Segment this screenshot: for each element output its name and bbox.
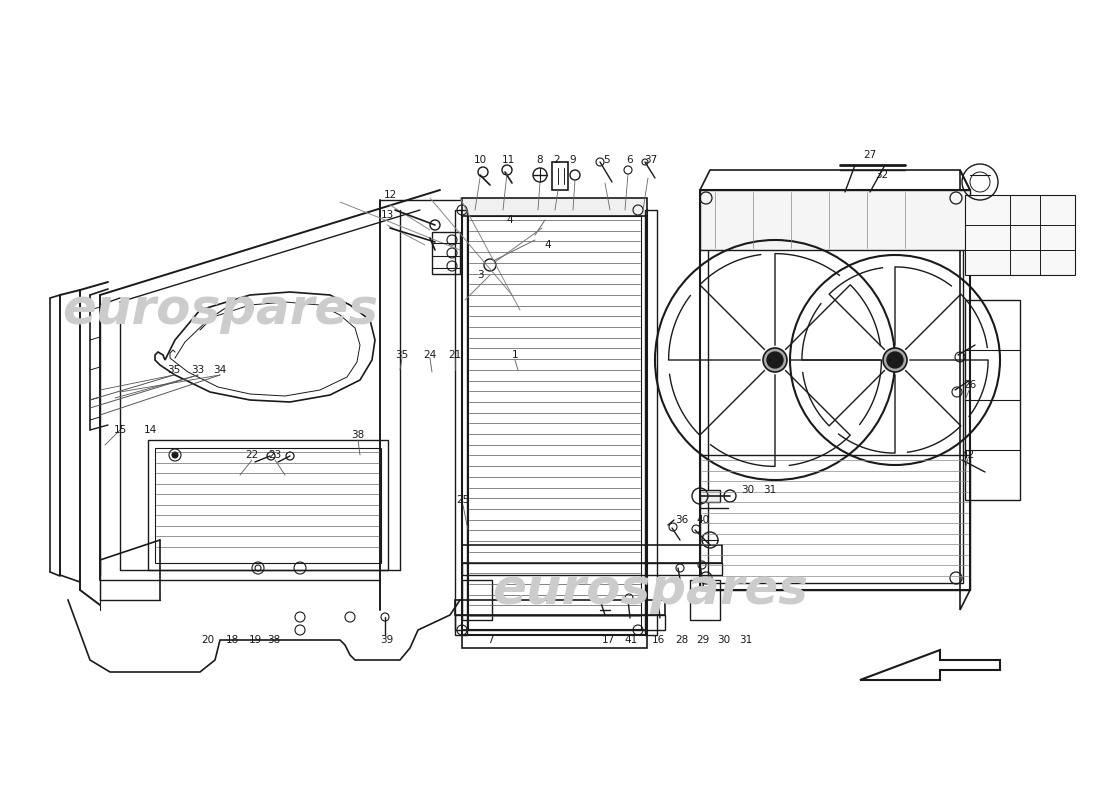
Bar [462, 198, 647, 216]
Text: 4: 4 [544, 240, 551, 250]
Bar [462, 580, 492, 620]
Bar [708, 198, 962, 583]
Bar [462, 630, 647, 648]
Text: 1: 1 [512, 350, 518, 360]
Bar [468, 216, 641, 629]
Text: 30: 30 [717, 635, 730, 645]
Circle shape [887, 352, 903, 368]
Text: 15: 15 [113, 425, 127, 435]
Text: 33: 33 [191, 365, 205, 375]
Text: 31: 31 [763, 485, 777, 495]
Text: 18: 18 [226, 635, 239, 645]
Text: 10: 10 [473, 155, 486, 165]
Text: eurospares: eurospares [492, 566, 808, 614]
Bar [455, 600, 666, 615]
Circle shape [767, 352, 783, 368]
Bar [645, 210, 657, 635]
Text: 42: 42 [961, 450, 975, 460]
Text: 3: 3 [476, 270, 483, 280]
Text: 8: 8 [537, 155, 543, 165]
Text: 39: 39 [381, 635, 394, 645]
Polygon shape [700, 490, 720, 502]
Text: 5: 5 [604, 155, 611, 165]
Text: 22: 22 [245, 450, 258, 460]
Text: 40: 40 [696, 515, 710, 525]
Circle shape [763, 348, 786, 372]
Bar [455, 210, 468, 635]
Text: 41: 41 [625, 635, 638, 645]
Circle shape [172, 452, 178, 458]
Text: 30: 30 [741, 485, 755, 495]
Text: 24: 24 [424, 350, 437, 360]
Text: 14: 14 [143, 425, 156, 435]
Text: 23: 23 [268, 450, 282, 460]
Polygon shape [860, 650, 1000, 680]
Bar [700, 455, 970, 590]
Text: 28: 28 [675, 635, 689, 645]
Text: 4: 4 [507, 215, 514, 225]
Text: 35: 35 [167, 365, 180, 375]
Text: 16: 16 [651, 635, 664, 645]
Bar [965, 300, 1020, 500]
Bar [432, 232, 460, 274]
Text: 9: 9 [570, 155, 576, 165]
Text: eurospares: eurospares [62, 286, 378, 334]
Text: 20: 20 [201, 635, 214, 645]
Bar [455, 615, 666, 630]
Text: 31: 31 [739, 635, 752, 645]
Text: 27: 27 [864, 150, 877, 160]
Bar [700, 190, 970, 590]
Bar [462, 210, 647, 635]
Bar [690, 580, 721, 620]
Bar [700, 190, 970, 250]
Bar [155, 448, 381, 563]
Bar [965, 195, 1075, 275]
Text: 29: 29 [696, 635, 710, 645]
Text: 13: 13 [381, 210, 394, 220]
Text: 32: 32 [876, 170, 889, 180]
Text: 38: 38 [351, 430, 364, 440]
Bar [462, 545, 722, 563]
Text: 11: 11 [502, 155, 515, 165]
Bar [148, 440, 388, 570]
Text: 7: 7 [486, 635, 493, 645]
Text: 26: 26 [964, 380, 977, 390]
Text: 34: 34 [213, 365, 227, 375]
Bar [462, 563, 722, 575]
Text: 38: 38 [267, 635, 280, 645]
Text: 37: 37 [645, 155, 658, 165]
Text: 36: 36 [675, 515, 689, 525]
Text: 17: 17 [602, 635, 615, 645]
Text: 21: 21 [449, 350, 462, 360]
Text: 12: 12 [384, 190, 397, 200]
Circle shape [883, 348, 908, 372]
Text: 2: 2 [553, 155, 560, 165]
Text: 35: 35 [395, 350, 408, 360]
Text: 6: 6 [627, 155, 634, 165]
Text: 25: 25 [456, 495, 470, 505]
Text: 19: 19 [249, 635, 262, 645]
